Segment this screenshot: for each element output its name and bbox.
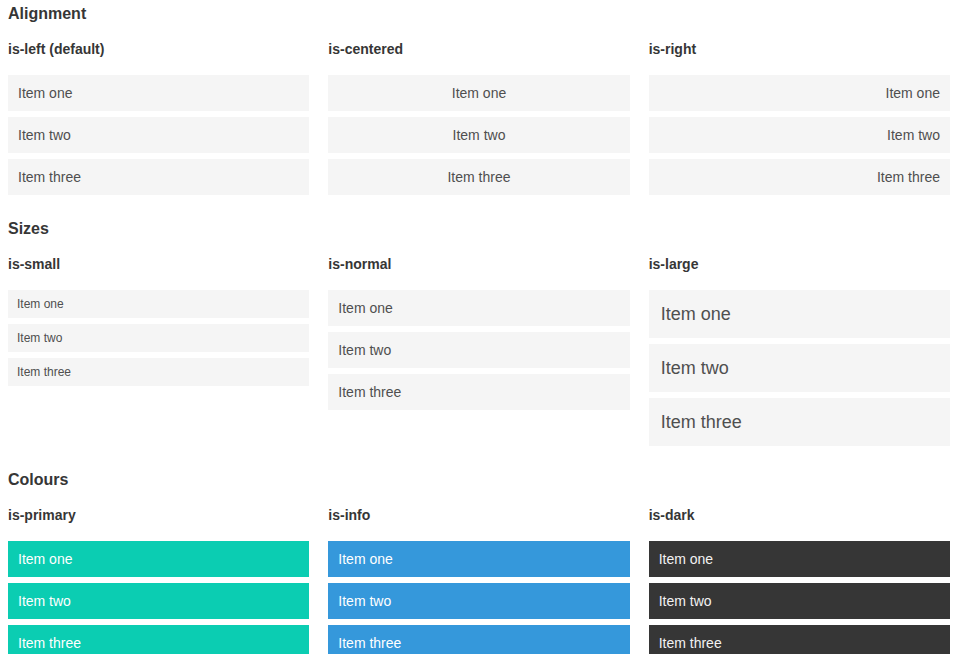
column-is-info: is-info Item one Item two Item three (328, 507, 629, 654)
list-right-aligned: Item one Item two Item three (649, 75, 950, 195)
list-item[interactable]: Item one (8, 290, 309, 318)
sizes-columns: is-small Item one Item two Item three is… (8, 256, 950, 446)
list-item[interactable]: Item two (649, 344, 950, 392)
list-small: Item one Item two Item three (8, 290, 309, 386)
variant-label: is-primary (8, 507, 309, 524)
list-item[interactable]: Item two (8, 324, 309, 352)
column-is-centered: is-centered Item one Item two Item three (328, 41, 629, 195)
list-left-aligned: Item one Item two Item three (8, 75, 309, 195)
list-item[interactable]: Item two (328, 583, 629, 619)
list-item[interactable]: Item one (328, 541, 629, 577)
list-item[interactable]: Item two (8, 117, 309, 153)
list-item[interactable]: Item one (649, 75, 950, 111)
variant-label: is-info (328, 507, 629, 524)
list-item[interactable]: Item two (8, 583, 309, 619)
list-item[interactable]: Item one (649, 541, 950, 577)
column-is-primary: is-primary Item one Item two Item three (8, 507, 309, 654)
column-is-large: is-large Item one Item two Item three (649, 256, 950, 446)
list-large: Item one Item two Item three (649, 290, 950, 446)
variant-label: is-centered (328, 41, 629, 58)
list-item[interactable]: Item two (649, 583, 950, 619)
list-item[interactable]: Item three (328, 374, 629, 410)
column-is-small: is-small Item one Item two Item three (8, 256, 309, 446)
variant-label: is-right (649, 41, 950, 58)
list-item[interactable]: Item one (328, 290, 629, 326)
colours-columns: is-primary Item one Item two Item three … (8, 507, 950, 654)
section-alignment: Alignment is-left (default) Item one Ite… (8, 4, 950, 195)
column-is-dark: is-dark Item one Item two Item three (649, 507, 950, 654)
column-is-right: is-right Item one Item two Item three (649, 41, 950, 195)
list-item[interactable]: Item one (649, 290, 950, 338)
list-item[interactable]: Item three (328, 159, 629, 195)
list-item[interactable]: Item one (8, 75, 309, 111)
list-item[interactable]: Item three (649, 159, 950, 195)
list-item[interactable]: Item three (649, 625, 950, 654)
list-item[interactable]: Item one (328, 75, 629, 111)
section-sizes: Sizes is-small Item one Item two Item th… (8, 219, 950, 446)
column-is-normal: is-normal Item one Item two Item three (328, 256, 629, 446)
section-colours: Colours is-primary Item one Item two Ite… (8, 470, 950, 654)
list-normal: Item one Item two Item three (328, 290, 629, 410)
list-item[interactable]: Item three (8, 159, 309, 195)
list-info: Item one Item two Item three (328, 541, 629, 654)
list-item[interactable]: Item three (8, 625, 309, 654)
list-item[interactable]: Item two (328, 117, 629, 153)
list-dark: Item one Item two Item three (649, 541, 950, 654)
list-primary: Item one Item two Item three (8, 541, 309, 654)
list-demo-page: Alignment is-left (default) Item one Ite… (8, 4, 950, 654)
variant-label: is-small (8, 256, 309, 273)
list-item[interactable]: Item three (649, 398, 950, 446)
list-item[interactable]: Item three (8, 358, 309, 386)
list-item[interactable]: Item two (328, 332, 629, 368)
variant-label: is-left (default) (8, 41, 309, 58)
variant-label: is-normal (328, 256, 629, 273)
section-title: Alignment (8, 4, 950, 23)
list-item[interactable]: Item one (8, 541, 309, 577)
list-item[interactable]: Item three (328, 625, 629, 654)
list-item[interactable]: Item two (649, 117, 950, 153)
section-title: Sizes (8, 219, 950, 238)
list-center-aligned: Item one Item two Item three (328, 75, 629, 195)
column-is-left: is-left (default) Item one Item two Item… (8, 41, 309, 195)
variant-label: is-large (649, 256, 950, 273)
section-title: Colours (8, 470, 950, 489)
variant-label: is-dark (649, 507, 950, 524)
alignment-columns: is-left (default) Item one Item two Item… (8, 41, 950, 195)
